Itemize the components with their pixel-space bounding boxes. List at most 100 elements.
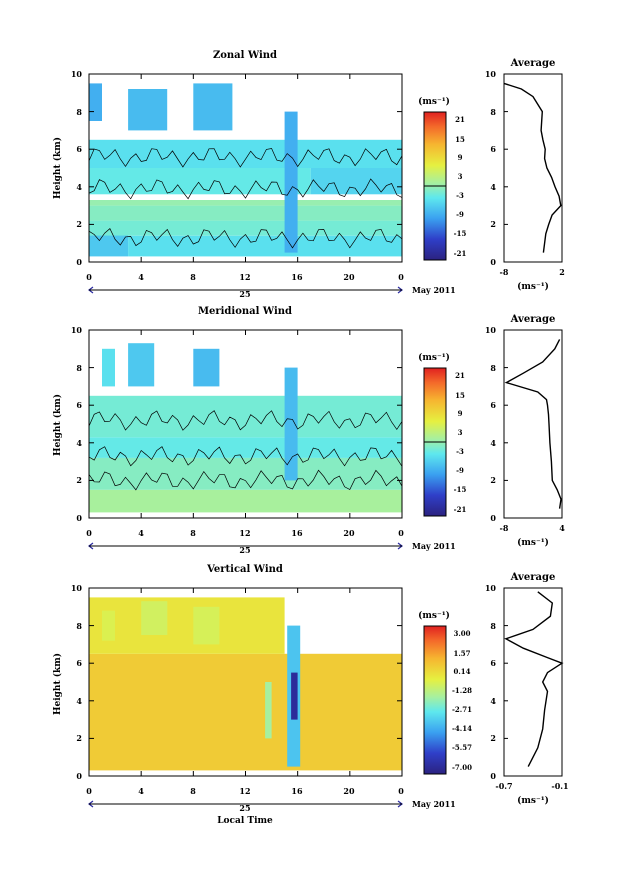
x-tick: 0 bbox=[86, 272, 92, 282]
avg-x-tick: -8 bbox=[500, 523, 509, 533]
heatmap-cell bbox=[89, 200, 402, 206]
average-frame bbox=[503, 587, 563, 777]
average-xlabel: (ms⁻¹) bbox=[517, 281, 549, 292]
avg-y-tick: 4 bbox=[490, 438, 496, 448]
x-tick: 8 bbox=[190, 528, 196, 538]
colorbar-tick: 15 bbox=[455, 135, 465, 144]
average-profile-line bbox=[504, 591, 564, 767]
x-tick: 0 bbox=[86, 528, 92, 538]
y-tick: 2 bbox=[76, 475, 82, 485]
y-tick: 4 bbox=[76, 438, 82, 448]
heatmap-cell bbox=[89, 489, 402, 513]
axes-vertical bbox=[88, 587, 403, 808]
panel-title: Meridional Wind bbox=[198, 306, 292, 317]
avg-x-tick: -0.1 bbox=[551, 781, 568, 791]
x-tick: 12 bbox=[239, 272, 250, 282]
x-tick: 16 bbox=[291, 528, 303, 538]
x-tick: 4 bbox=[138, 272, 144, 282]
contour-line bbox=[88, 446, 403, 467]
average-profile-line bbox=[504, 339, 562, 509]
y-tick: 10 bbox=[71, 69, 83, 79]
heatmap-cell bbox=[102, 610, 115, 641]
y-tick: 0 bbox=[76, 257, 82, 267]
y-tick: 8 bbox=[76, 363, 82, 373]
x-tick: 4 bbox=[138, 528, 144, 538]
colorbar-tick: -21 bbox=[454, 505, 467, 514]
panel-vertical: Vertical Wind Height (km) 0 4 8 12 16 20… bbox=[52, 564, 569, 826]
date-day-label: 25 bbox=[239, 545, 250, 555]
avg-y-tick: 6 bbox=[490, 400, 496, 410]
colorbar-tick: 1.57 bbox=[453, 649, 470, 658]
heatmap-cell bbox=[89, 457, 402, 490]
colorbar-tick: -4.14 bbox=[452, 724, 472, 733]
x-tick: 4 bbox=[138, 786, 144, 796]
y-axis-label: Height (km) bbox=[52, 394, 63, 456]
average-axes bbox=[503, 73, 562, 263]
colorbar-tick: 3.00 bbox=[453, 629, 470, 638]
y-tick: 8 bbox=[76, 621, 82, 631]
x-tick: 20 bbox=[343, 272, 355, 282]
date-day-label: 25 bbox=[239, 289, 250, 299]
heatmap-zonal bbox=[88, 83, 403, 257]
heatmap-cell bbox=[141, 601, 168, 635]
y-tick: 2 bbox=[76, 733, 82, 743]
avg-x-tick: 2 bbox=[559, 267, 565, 277]
colorbar-tick: -9 bbox=[456, 210, 464, 219]
heatmap-cell bbox=[89, 205, 402, 221]
panel-meridional: Meridional Wind Height (km) 0 4 8 12 16 … bbox=[52, 306, 565, 555]
heatmap-cell bbox=[193, 348, 220, 387]
heatmap-cell bbox=[89, 437, 402, 458]
panel-zonal: Zonal Wind Height (km) 0 4 8 12 16 20 0 … bbox=[52, 50, 565, 299]
average-frame bbox=[503, 329, 563, 519]
average-axes bbox=[504, 329, 562, 519]
y-tick: 0 bbox=[76, 513, 82, 523]
y-tick: 6 bbox=[76, 144, 82, 154]
avg-x-tick: 4 bbox=[559, 523, 565, 533]
average-frame bbox=[503, 73, 563, 263]
date-month-label: May 2011 bbox=[412, 541, 456, 551]
x-tick: 12 bbox=[239, 786, 250, 796]
avg-y-tick: 2 bbox=[490, 219, 496, 229]
avg-y-tick: 0 bbox=[490, 257, 496, 267]
y-tick: 2 bbox=[76, 219, 82, 229]
y-tick: 6 bbox=[76, 400, 82, 410]
panel-title: Zonal Wind bbox=[213, 50, 277, 61]
heatmap-cell bbox=[102, 348, 115, 387]
heatmap-cell bbox=[89, 139, 402, 168]
y-tick: 6 bbox=[76, 658, 82, 668]
colorbar-tick: 9 bbox=[458, 153, 463, 162]
average-profile-line bbox=[503, 82, 562, 253]
heatmap-cell bbox=[128, 235, 402, 257]
x-tick: 16 bbox=[291, 786, 303, 796]
y-tick: 4 bbox=[76, 182, 82, 192]
average-title: Average bbox=[510, 572, 556, 583]
heatmap-vertical bbox=[89, 597, 402, 771]
x-tick: 0 bbox=[398, 786, 404, 796]
avg-y-tick: 4 bbox=[490, 696, 496, 706]
heatmap-cell bbox=[89, 653, 402, 771]
avg-y-tick: 8 bbox=[490, 107, 496, 117]
heatmap-cell bbox=[128, 89, 168, 131]
y-axis-label: Height (km) bbox=[52, 653, 63, 715]
heatmap-cell bbox=[193, 83, 233, 131]
avg-y-tick: 10 bbox=[485, 325, 497, 335]
colorbar-tick: -7.00 bbox=[452, 763, 472, 772]
x-tick: 12 bbox=[239, 528, 250, 538]
colorbar-tick: -9 bbox=[456, 466, 464, 475]
avg-y-tick: 0 bbox=[490, 771, 496, 781]
x-tick: 0 bbox=[86, 786, 92, 796]
colorbar-tick: -3 bbox=[456, 447, 464, 456]
avg-y-tick: 6 bbox=[490, 658, 496, 668]
contour-line bbox=[88, 410, 403, 431]
colorbar-tick: 3 bbox=[458, 172, 463, 181]
avg-y-tick: 6 bbox=[490, 144, 496, 154]
avg-y-tick: 8 bbox=[490, 621, 496, 631]
y-tick: 8 bbox=[76, 107, 82, 117]
y-tick: 0 bbox=[76, 771, 82, 781]
colorbar-tick: -1.28 bbox=[452, 686, 472, 695]
x-tick: 0 bbox=[398, 272, 404, 282]
avg-x-tick: -0.7 bbox=[495, 781, 512, 791]
heatmap-cell bbox=[89, 168, 311, 195]
x-tick: 8 bbox=[190, 272, 196, 282]
